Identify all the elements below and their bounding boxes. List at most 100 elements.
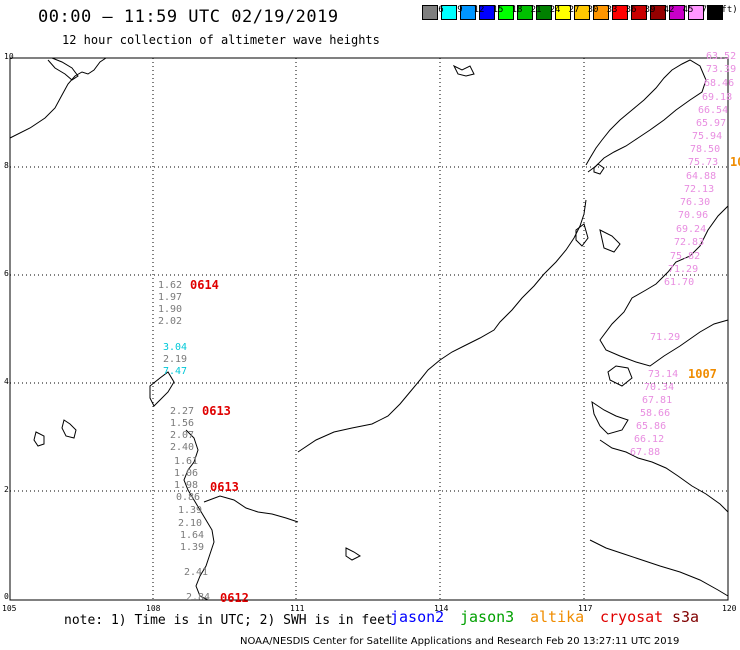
map-frame [9,57,729,601]
wave-height-reading: 75.73 [688,157,719,168]
wave-height-reading: 71.29 [668,264,699,275]
wave-height-reading: 1.56 [170,418,195,429]
scale-label: 39 [644,5,656,15]
wave-height-reading: 70.96 [678,210,709,221]
scale-swatch [517,5,533,20]
wave-height-reading: 2.41 [184,567,209,578]
lon-tick-label: 117 [578,604,593,613]
pass-time-label: 1007 [688,367,717,381]
scale-swatch [650,5,666,20]
scale-label: 27 [568,5,580,15]
wave-height-reading: 1.90 [158,304,183,315]
lon-tick-label: 108 [146,604,161,613]
scale-label: 45 [682,5,694,15]
wave-height-reading: 73.14 [648,369,679,380]
credit-line: NOAA/NESDIS Center for Satellite Applica… [240,636,680,647]
wave-height-reading: 73.39 [706,64,737,75]
satellite-legend-cryosat: cryosat [600,608,664,626]
wave-height-reading: 3.04 [163,342,188,353]
satellite-legend-jason2: jason2 [390,608,445,626]
lat-tick-label: 10 [4,52,14,61]
satellite-legend-s3a: s3a [672,608,700,626]
pass-time-label: 1007 [730,155,740,169]
scale-label: 6 [438,5,444,15]
scale-swatch [593,5,609,20]
wave-height-reading: 1.97 [158,292,183,303]
wave-height-reading: 75.82 [670,251,701,262]
scale-swatch [612,5,628,20]
wave-height-reading: 71.29 [650,332,681,343]
scale-label: 36 [625,5,637,15]
scale-swatch [574,5,590,20]
scale-swatch [688,5,704,20]
scale-label: 15 [492,5,504,15]
scale-label: 70 [701,5,713,15]
scale-swatch [441,5,457,20]
wave-height-reading: 1.61 [174,456,199,467]
wave-height-reading: 72.83 [674,237,705,248]
page-subtitle: 12 hour collection of altimeter wave hei… [62,33,380,47]
scale-swatch [536,5,552,20]
scale-swatch [631,5,647,20]
wave-height-reading: 0.86 [176,492,201,503]
wave-height-reading: 2.07 [170,430,195,441]
footer-note: note: 1) Time is in UTC; 2) SWH is in fe… [64,613,393,628]
wave-height-reading: 65.86 [636,421,667,432]
wave-height-reading: 1.64 [180,530,205,541]
scale-label: 9 [457,5,463,15]
satellite-legend-jason3: jason3 [460,608,515,626]
satellite-legend-altika: altika [530,608,585,626]
wave-height-reading: 58.66 [640,408,671,419]
wave-height-reading: 1.98 [174,480,199,491]
wave-height-reading: 78.50 [690,144,721,155]
wave-height-reading: 66.12 [634,434,665,445]
scale-label: 18 [511,5,523,15]
wave-height-reading: 2.10 [178,518,203,529]
lon-tick-label: 114 [434,604,449,613]
lon-tick-label: 111 [290,604,305,613]
lat-tick-label: 6 [4,269,9,278]
wave-height-reading: 2.02 [158,316,183,327]
wave-height-reading: 66.54 [698,105,729,116]
scale-swatch [422,5,438,20]
scale-swatch [479,5,495,20]
wave-height-reading: 68.46 [704,78,735,89]
pass-time-label: 0613 [202,404,231,418]
scale-label: 21 [530,5,542,15]
wave-height-reading: 2.84 [186,592,211,603]
wave-height-reading: 63.52 [706,51,737,62]
lat-tick-label: 4 [4,377,9,386]
pass-time-label: 0614 [190,278,219,292]
scale-swatch [707,5,723,20]
scale-label: 12 [473,5,485,15]
lat-tick-label: 8 [4,161,9,170]
scale-label: 42 [663,5,675,15]
lat-tick-label: 2 [4,485,9,494]
wave-height-reading: 72.13 [684,184,715,195]
scale-label: 33 [606,5,618,15]
pass-time-label: 0613 [210,480,239,494]
scale-swatch [669,5,685,20]
wave-height-reading: 67.88 [630,447,661,458]
wave-height-reading: 61.70 [664,277,695,288]
wave-height-reading: 2.19 [163,354,188,365]
wave-height-reading: 65.97 [696,118,727,129]
map-gridlines [10,58,728,600]
pass-time-label: 0612 [220,591,249,605]
lon-tick-label: 105 [2,604,17,613]
coastlines [9,57,729,601]
page-title: 00:00 – 11:59 UTC 02/19/2019 [38,7,339,27]
wave-height-reading: 64.88 [686,171,717,182]
wave-height-reading: 75.94 [692,131,723,142]
scale-label: 24 [549,5,561,15]
scale-swatch [498,5,514,20]
wave-height-reading: 67.81 [642,395,673,406]
wave-height-reading: 70.34 [644,382,675,393]
wave-height-reading: 76.30 [680,197,711,208]
lat-tick-label: 0 [4,592,9,601]
wave-height-reading: 7.47 [163,366,188,377]
lon-tick-label: 120 [722,604,737,613]
wave-height-reading: 1.06 [174,468,199,479]
wave-height-reading: 2.27 [170,406,195,417]
